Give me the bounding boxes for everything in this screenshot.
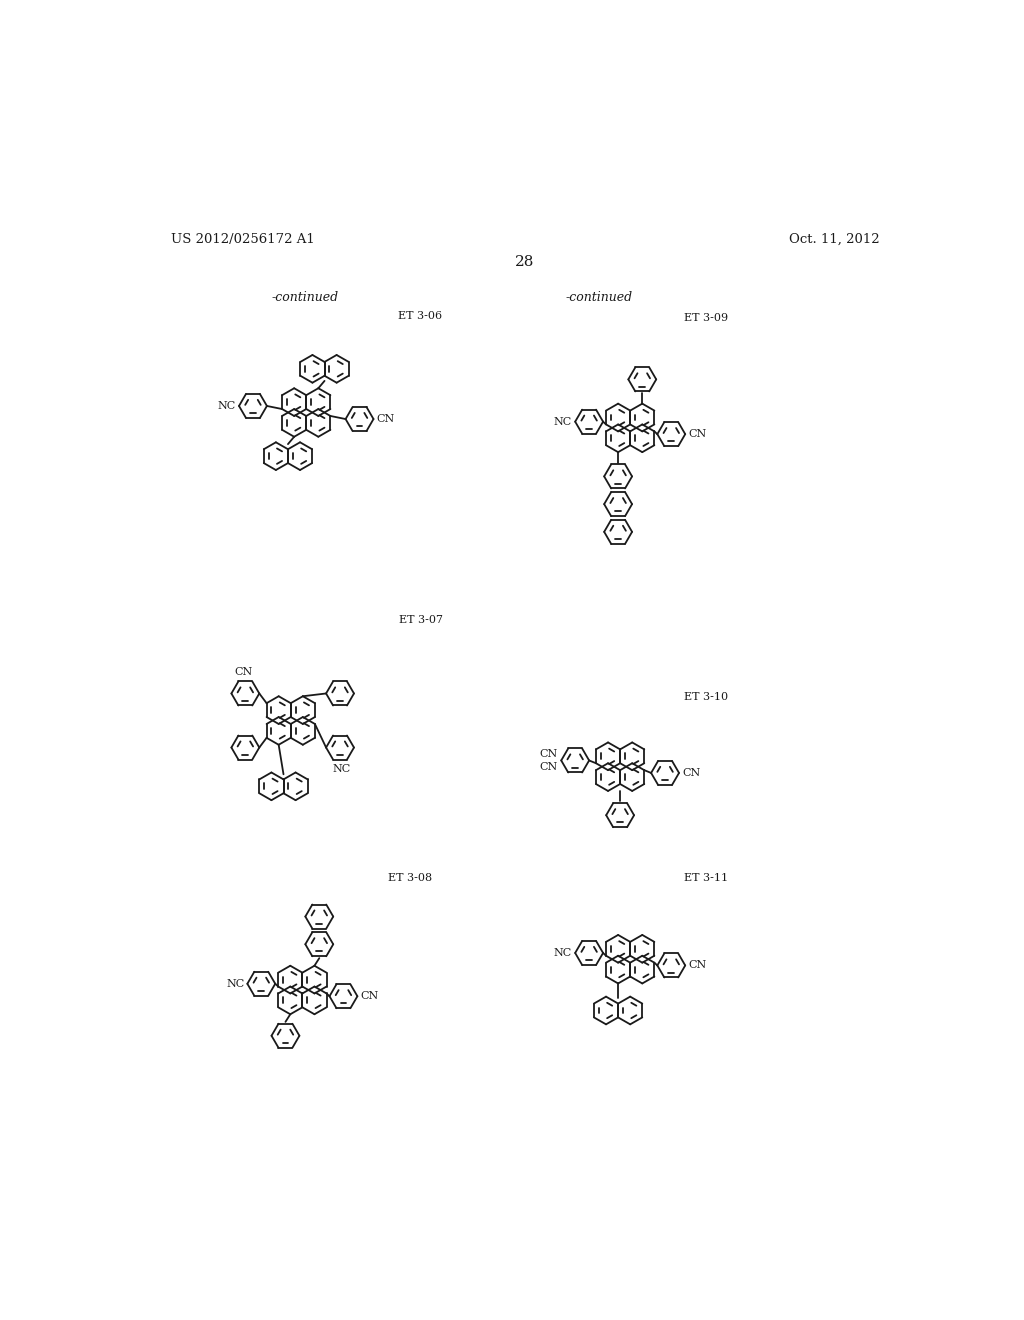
Text: Oct. 11, 2012: Oct. 11, 2012 xyxy=(790,232,880,246)
Text: ET 3-10: ET 3-10 xyxy=(684,693,728,702)
Text: US 2012/0256172 A1: US 2012/0256172 A1 xyxy=(171,232,314,246)
Text: CN: CN xyxy=(360,991,379,1002)
Text: -continued: -continued xyxy=(271,290,339,304)
Text: ET 3-06: ET 3-06 xyxy=(397,312,441,321)
Text: CN: CN xyxy=(377,414,395,424)
Text: CN: CN xyxy=(234,668,253,677)
Text: NC: NC xyxy=(333,764,350,774)
Text: NC: NC xyxy=(218,401,236,411)
Text: NC: NC xyxy=(554,948,572,958)
Text: ET 3-11: ET 3-11 xyxy=(684,874,728,883)
Text: NC: NC xyxy=(226,978,245,989)
Text: 28: 28 xyxy=(515,255,535,269)
Text: ET 3-07: ET 3-07 xyxy=(399,615,443,626)
Text: CN: CN xyxy=(688,429,707,440)
Text: ET 3-09: ET 3-09 xyxy=(684,313,728,323)
Text: CN: CN xyxy=(682,768,700,777)
Text: -continued: -continued xyxy=(566,290,633,304)
Text: NC: NC xyxy=(554,417,572,426)
Text: ET 3-08: ET 3-08 xyxy=(388,874,432,883)
Text: CN: CN xyxy=(688,961,707,970)
Text: CN: CN xyxy=(540,763,558,772)
Text: CN: CN xyxy=(540,748,558,759)
